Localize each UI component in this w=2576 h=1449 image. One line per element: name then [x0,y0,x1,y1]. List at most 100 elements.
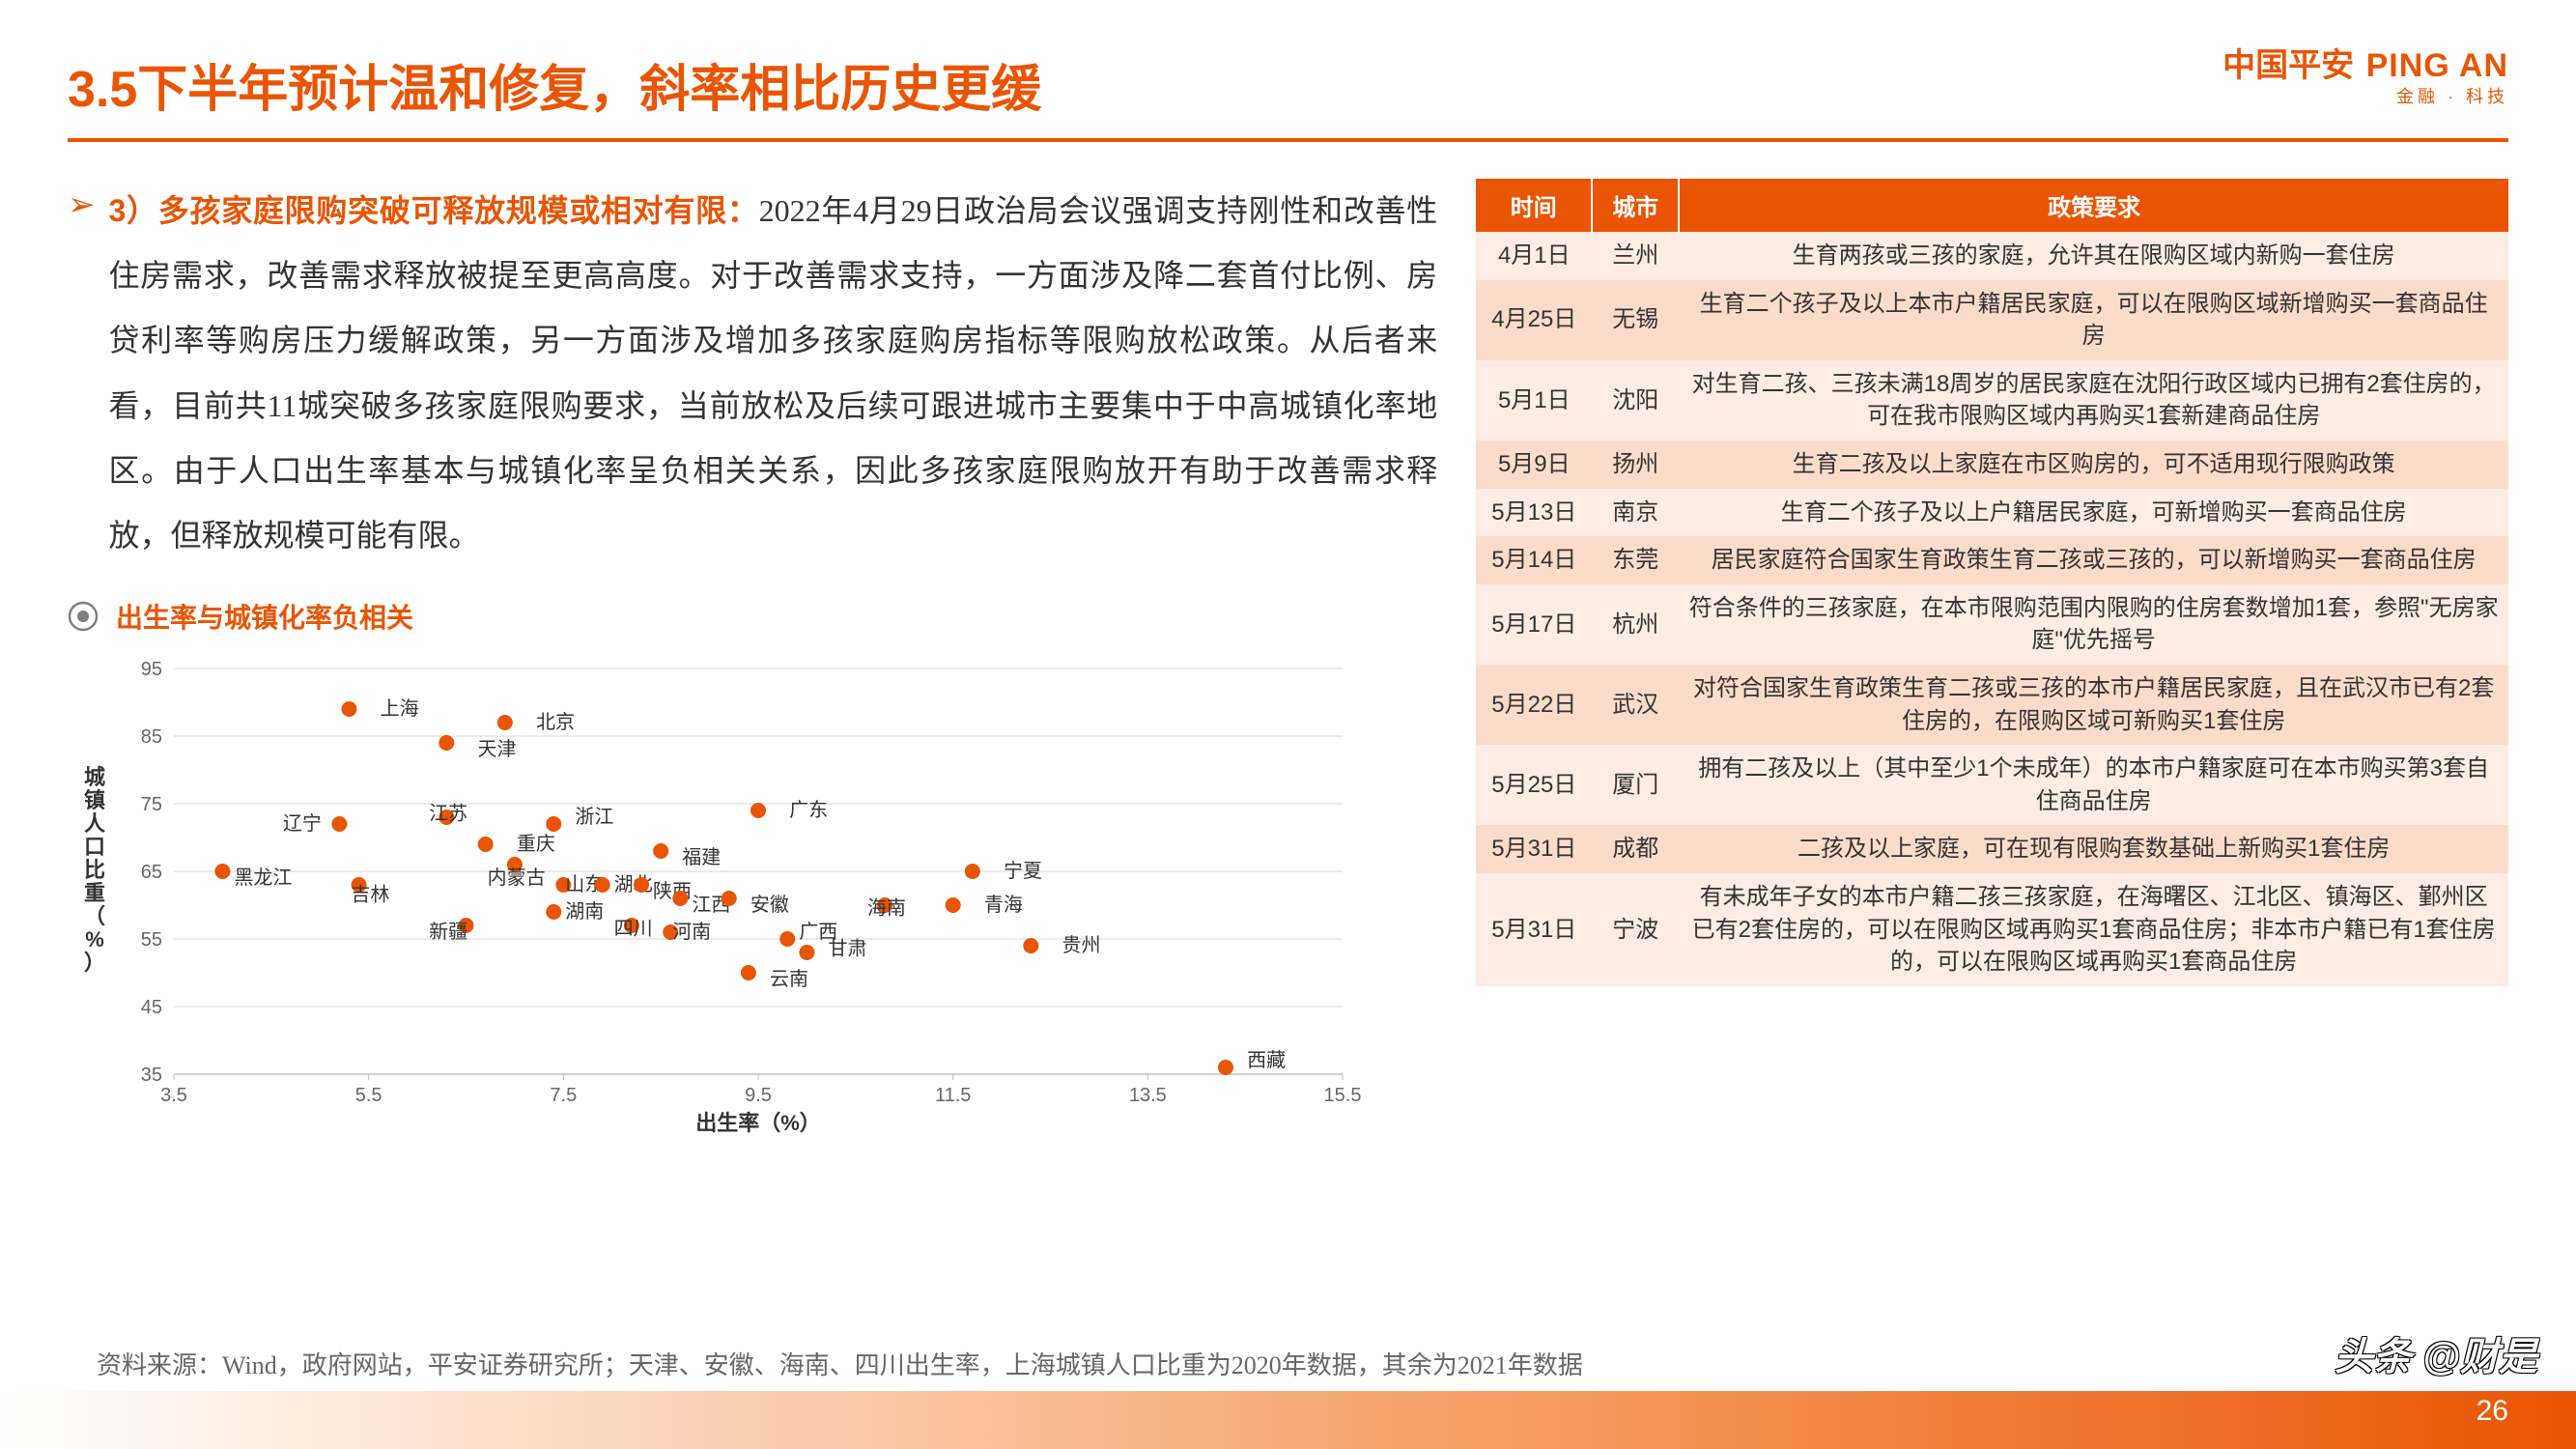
svg-text:西藏: 西藏 [1247,1049,1286,1071]
svg-text:北京: 北京 [536,711,575,733]
svg-text:河南: 河南 [672,921,711,943]
table-header: 时间 [1476,179,1592,232]
table-row: 5月14日东莞居民家庭符合国家生育政策生育二孩或三孩的，可以新增购买一套商品住房 [1476,536,2508,584]
cell-city: 沈阳 [1592,360,1679,440]
svg-text:（: （ [84,904,105,928]
svg-text:35: 35 [141,1065,162,1086]
svg-text:15.5: 15.5 [1324,1085,1362,1106]
svg-text:出生率（%）: 出生率（%） [695,1111,821,1135]
cell-date: 4月1日 [1476,232,1592,280]
svg-text:95: 95 [141,659,162,680]
svg-text:宁夏: 宁夏 [1004,860,1042,882]
svg-text:%: % [85,927,104,952]
bullet-lead: 3）多孩家庭限购突破可释放规模或相对有限： [109,193,759,228]
svg-text:重: 重 [84,881,105,905]
table-row: 5月25日厦门拥有二孩及以上（其中至少1个未成年）的本市户籍家庭可在本市购买第3… [1476,745,2508,825]
cell-city: 扬州 [1592,440,1679,489]
cell-date: 5月14日 [1476,536,1592,584]
cell-policy: 居民家庭符合国家生育政策生育二孩或三孩的，可以新增购买一套商品住房 [1679,536,2508,584]
body-text: 2022年4月29日政治局会议强调支持刚性和改善性住房需求，改善需求释放被提至更… [109,193,1438,553]
logo-sub: 金融 · 科技 [2222,88,2508,107]
svg-text:福建: 福建 [682,846,721,868]
svg-text:口: 口 [84,835,105,859]
table-row: 5月1日沈阳对生育二孩、三孩未满18周岁的居民家庭在沈阳行政区域内已拥有2套住房… [1476,360,2508,440]
table-header: 城市 [1592,179,1679,232]
svg-text:吉林: 吉林 [351,884,389,906]
svg-text:湖南: 湖南 [565,900,604,923]
watermark: 头条 @财是 [2335,1325,2537,1381]
svg-text:45: 45 [141,997,162,1018]
svg-text:85: 85 [141,726,162,748]
svg-text:11.5: 11.5 [935,1085,971,1106]
svg-text:天津: 天津 [478,738,517,760]
svg-text:5.5: 5.5 [355,1085,382,1106]
svg-text:比: 比 [84,858,105,882]
svg-text:75: 75 [141,794,162,815]
cell-date: 5月31日 [1476,873,1592,986]
svg-text:青海: 青海 [984,894,1023,916]
table-row: 5月9日扬州生育二孩及以上家庭在市区购房的，可不适用现行限购政策 [1476,440,2508,489]
cell-city: 杭州 [1592,584,1679,665]
table-row: 5月31日宁波有未成年子女的本市户籍二孩三孩家庭，在海曙区、江北区、镇海区、鄞州… [1476,873,2508,986]
svg-text:安徽: 安徽 [750,894,789,916]
cell-date: 5月17日 [1476,584,1592,665]
cell-policy: 拥有二孩及以上（其中至少1个未成年）的本市户籍家庭可在本市购买第3套自住商品住房 [1679,745,2508,825]
page-number: 26 [2477,1395,2508,1428]
svg-text:人: 人 [84,811,105,836]
svg-text:城: 城 [84,765,105,789]
policy-table: 时间城市政策要求 4月1日兰州生育两孩或三孩的家庭，允许其在限购区域内新购一套住… [1476,179,2508,986]
cell-date: 5月31日 [1476,825,1592,873]
svg-text:7.5: 7.5 [550,1085,577,1106]
cell-date: 5月9日 [1476,440,1592,489]
cell-policy: 对生育二孩、三孩未满18周岁的居民家庭在沈阳行政区域内已拥有2套住房的，可在我市… [1679,360,2508,440]
svg-text:云南: 云南 [770,968,808,990]
bullet-arrow-icon: ➢ [68,179,96,231]
cell-date: 5月1日 [1476,360,1592,440]
svg-text:江苏: 江苏 [429,803,467,825]
svg-text:新疆: 新疆 [429,921,467,943]
cell-city: 无锡 [1592,280,1679,360]
title-divider [68,138,2508,142]
source-note: 资料来源：Wind，政府网站，平安证券研究所；天津、安徽、海南、四川出生率，上海… [97,1346,1583,1381]
chart-title: 出生率与城镇化率负相关 [116,597,413,636]
logo-cn: 中国平安 [2222,48,2354,84]
svg-text:）: ） [84,951,105,975]
cell-city: 武汉 [1592,665,1679,745]
svg-text:广东: 广东 [789,799,828,821]
svg-text:3.5: 3.5 [160,1085,187,1106]
table-row: 5月31日成都二孩及以上家庭，可在现有限购套数基础上新购买1套住房 [1476,825,2508,873]
body-paragraph: 3）多孩家庭限购突破可释放规模或相对有限：2022年4月29日政治局会议强调支持… [109,179,1438,568]
svg-text:海南: 海南 [867,897,906,920]
svg-text:黑龙江: 黑龙江 [234,867,292,889]
logo-block: 中国平安 PING AN 金融 · 科技 [2222,48,2508,107]
cell-policy: 生育二个孩子及以上本市户籍居民家庭，可以在限购区域新增购买一套商品住房 [1679,280,2508,360]
cell-policy: 生育两孩或三孩的家庭，允许其在限购区域内新购一套住房 [1679,232,2508,280]
table-header: 政策要求 [1679,179,2508,232]
svg-text:上海: 上海 [381,697,419,720]
svg-text:浙江: 浙江 [575,806,613,828]
cell-city: 厦门 [1592,745,1679,825]
cell-policy: 有未成年子女的本市户籍二孩三孩家庭，在海曙区、江北区、镇海区、鄞州区已有2套住房… [1679,873,2508,986]
svg-text:13.5: 13.5 [1129,1085,1167,1106]
logo-en: PING AN [2366,48,2508,84]
cell-city: 成都 [1592,825,1679,873]
svg-text:甘肃: 甘肃 [829,938,867,960]
table-row: 5月22日武汉对符合国家生育政策生育二孩或三孩的本市户籍居民家庭，且在武汉市已有… [1476,665,2508,745]
cell-date: 4月25日 [1476,280,1592,360]
svg-text:55: 55 [141,929,162,951]
svg-text:内蒙古: 内蒙古 [488,867,546,889]
svg-text:重庆: 重庆 [517,833,555,855]
svg-text:65: 65 [141,862,162,883]
svg-text:镇: 镇 [84,788,105,812]
cell-city: 宁波 [1592,873,1679,986]
svg-text:辽宁: 辽宁 [283,812,322,835]
cell-date: 5月25日 [1476,745,1592,825]
cell-policy: 符合条件的三孩家庭，在本市限购范围内限购的住房套数增加1套，参照"无房家庭"优先… [1679,584,2508,665]
scatter-chart: 354555657585953.55.57.59.511.513.515.5出生… [68,649,1372,1142]
target-icon [68,601,99,632]
svg-text:贵州: 贵州 [1062,934,1101,956]
cell-date: 5月22日 [1476,665,1592,745]
cell-policy: 二孩及以上家庭，可在现有限购套数基础上新购买1套住房 [1679,825,2508,873]
table-row: 4月1日兰州生育两孩或三孩的家庭，允许其在限购区域内新购一套住房 [1476,232,2508,280]
cell-policy: 生育二个孩子及以上户籍居民家庭，可新增购买一套商品住房 [1679,489,2508,537]
